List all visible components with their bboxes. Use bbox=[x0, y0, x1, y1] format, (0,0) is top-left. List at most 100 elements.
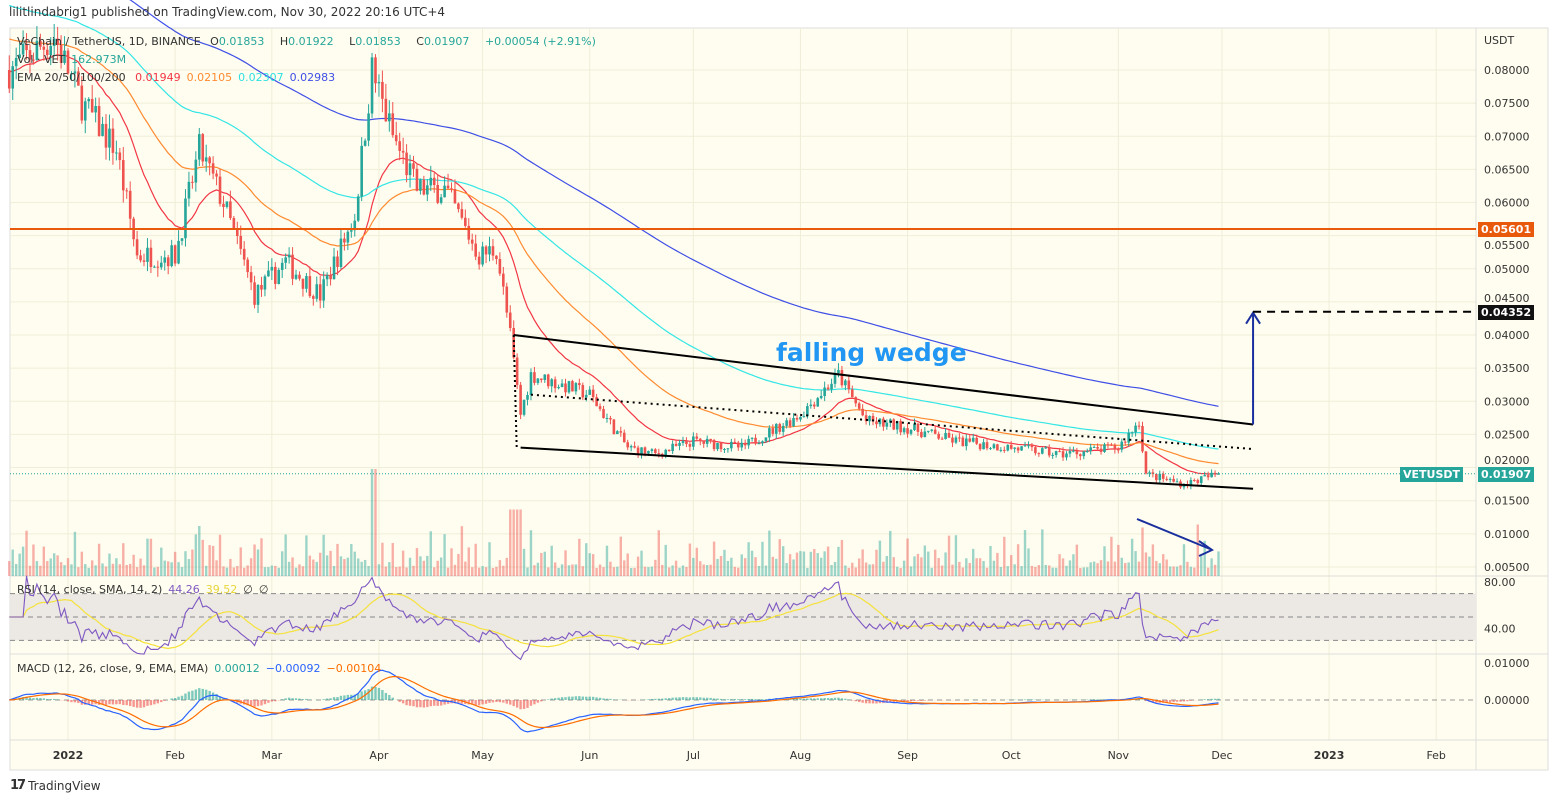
volume-bar bbox=[598, 564, 602, 576]
candle-body bbox=[1044, 447, 1048, 449]
macd-signal-line bbox=[9, 676, 1219, 729]
volume-bar bbox=[585, 543, 588, 576]
candle-body bbox=[56, 38, 59, 45]
macd-histogram-bar bbox=[806, 698, 809, 700]
candle-body bbox=[477, 256, 481, 265]
volume-bar bbox=[927, 551, 930, 576]
candle-body bbox=[989, 448, 992, 450]
volume-bar bbox=[712, 541, 716, 576]
candle-body bbox=[1099, 448, 1103, 452]
volume-bar bbox=[274, 565, 277, 576]
volume-bar bbox=[464, 561, 467, 576]
candle-body bbox=[553, 379, 557, 389]
macd-histogram-bar bbox=[778, 698, 781, 700]
volume-bar bbox=[25, 530, 28, 576]
volume-bar bbox=[875, 549, 878, 576]
volume-bar bbox=[968, 562, 971, 576]
macd-histogram-bar bbox=[885, 700, 889, 703]
volume-bar bbox=[395, 567, 398, 576]
volume-bar bbox=[1010, 555, 1013, 576]
price-tick-label: 0.03500 bbox=[1484, 362, 1530, 375]
volume-bar bbox=[215, 560, 218, 576]
volume-bar bbox=[754, 557, 757, 576]
volume-bar bbox=[688, 543, 692, 576]
candle-body bbox=[1041, 448, 1044, 454]
price-tick-label: 0.06500 bbox=[1484, 163, 1530, 176]
macd-histogram-bar bbox=[84, 700, 87, 705]
volume-bars bbox=[8, 469, 1220, 576]
volume-bar bbox=[1189, 566, 1193, 576]
candle-body bbox=[422, 179, 426, 195]
volume-bar bbox=[1092, 561, 1096, 576]
macd-histogram-bar bbox=[913, 700, 916, 701]
volume-bar bbox=[187, 559, 191, 576]
chart-background bbox=[9, 27, 1549, 771]
macd-histogram-bar bbox=[115, 700, 118, 705]
candle-body bbox=[287, 254, 291, 258]
macd-histogram-bar bbox=[1168, 700, 1172, 703]
volume-bar bbox=[602, 567, 605, 576]
candle-body bbox=[792, 417, 795, 427]
macd-histogram-bar bbox=[802, 698, 806, 700]
volume-bar bbox=[488, 542, 491, 576]
macd-histogram-bar bbox=[484, 700, 488, 704]
macd-histogram-bar bbox=[287, 697, 291, 700]
macd-histogram-bar bbox=[571, 696, 574, 700]
macd-histogram-bar bbox=[826, 698, 830, 700]
volume-bar bbox=[633, 567, 636, 576]
candle-body bbox=[253, 282, 256, 305]
price-tick-label: 0.01500 bbox=[1484, 495, 1530, 508]
macd-histogram-bar bbox=[709, 697, 712, 700]
macd-histogram-bar bbox=[868, 700, 871, 704]
volume-bar bbox=[232, 567, 236, 576]
macd-histogram-bar bbox=[519, 700, 522, 710]
volume-bar bbox=[1103, 546, 1106, 576]
macd-histogram-bar bbox=[833, 697, 837, 700]
volume-bar bbox=[616, 566, 619, 576]
candle-body bbox=[857, 403, 861, 409]
macd-histogram-bar bbox=[681, 697, 685, 700]
candle-body bbox=[933, 429, 937, 434]
volume-bar bbox=[1086, 567, 1089, 576]
volume-bar bbox=[1096, 563, 1099, 576]
volume-bar bbox=[837, 546, 840, 576]
candle-body bbox=[308, 276, 312, 297]
macd-histogram-bar bbox=[433, 700, 436, 706]
macd-histogram-bar bbox=[108, 700, 111, 705]
volume-bar bbox=[505, 557, 508, 576]
symbol-name[interactable]: VeChain / TetherUS, 1D, BINANCE bbox=[17, 35, 201, 48]
macd-histogram-bar bbox=[370, 686, 374, 700]
volume-bar bbox=[426, 555, 429, 576]
volume-bar bbox=[667, 567, 671, 576]
candle-body bbox=[567, 381, 571, 393]
macd-histogram-bar bbox=[892, 700, 895, 703]
volume-bar bbox=[743, 558, 747, 576]
macd-histogram-bar bbox=[871, 700, 875, 704]
volume-bar bbox=[740, 554, 743, 576]
candle-body bbox=[702, 441, 706, 444]
time-tick-label: 2022 bbox=[53, 749, 84, 762]
volume-bar bbox=[1110, 536, 1113, 576]
volume-bar bbox=[557, 567, 560, 576]
volume-bar bbox=[571, 564, 574, 576]
candle-body bbox=[191, 181, 194, 183]
volume-bar bbox=[999, 567, 1003, 576]
volume-bar bbox=[319, 552, 322, 576]
candle-body bbox=[474, 243, 477, 257]
volume-bar bbox=[567, 565, 571, 576]
volume-bar bbox=[412, 565, 415, 576]
candle-body bbox=[270, 266, 274, 271]
volume-bar bbox=[747, 542, 750, 576]
volume-bar bbox=[854, 567, 857, 576]
candle-body bbox=[45, 49, 49, 56]
volume-bar bbox=[972, 548, 975, 576]
macd-histogram-bar bbox=[809, 698, 813, 700]
candle-body bbox=[346, 231, 350, 243]
volume-bar bbox=[878, 540, 882, 576]
candle-body bbox=[982, 442, 985, 450]
tradingview-logo[interactable]: 17 TradingView bbox=[10, 778, 101, 793]
macd-histogram-bar bbox=[336, 697, 339, 700]
macd-tick-label: 0.00000 bbox=[1484, 694, 1530, 707]
candle-body bbox=[1085, 450, 1089, 452]
